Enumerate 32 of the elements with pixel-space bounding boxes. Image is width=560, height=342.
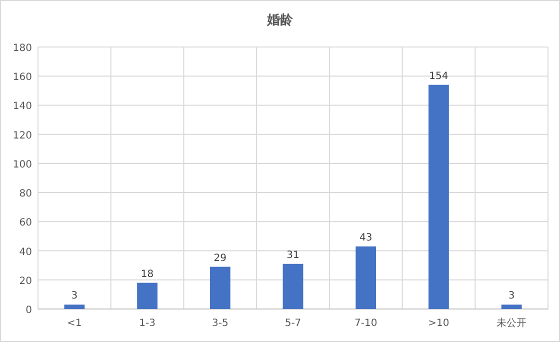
chart-title: 婚龄 bbox=[266, 13, 294, 28]
data-label: 31 bbox=[286, 250, 300, 261]
data-label: 154 bbox=[429, 70, 448, 82]
data-label: 43 bbox=[359, 232, 372, 244]
bar bbox=[210, 266, 230, 309]
bar bbox=[501, 304, 522, 309]
x-tick-label: 1-3 bbox=[139, 318, 156, 329]
data-label: 29 bbox=[214, 252, 227, 264]
y-tick-label: 160 bbox=[12, 72, 32, 84]
data-label: 18 bbox=[140, 268, 154, 280]
x-tick-label: 未公开 bbox=[496, 317, 527, 329]
y-tick-label: 180 bbox=[12, 43, 32, 54]
data-label: 3 bbox=[71, 290, 78, 302]
x-tick-label: 5-7 bbox=[284, 318, 302, 329]
y-tick-label: 100 bbox=[12, 159, 32, 170]
bar bbox=[64, 304, 85, 309]
x-tick-label: >10 bbox=[428, 318, 450, 329]
bar bbox=[356, 246, 376, 309]
x-tick-label: 3-5 bbox=[212, 318, 228, 329]
bar bbox=[282, 264, 304, 309]
y-tick-label: 120 bbox=[12, 130, 32, 142]
y-tick-label: 140 bbox=[12, 101, 32, 112]
bar bbox=[137, 282, 158, 309]
data-label: 3 bbox=[508, 290, 515, 302]
y-tick-label: 20 bbox=[19, 276, 32, 287]
x-tick-label: 7-10 bbox=[354, 318, 378, 329]
x-tick-label: <1 bbox=[67, 318, 82, 329]
y-tick-label: 60 bbox=[19, 218, 32, 229]
bar bbox=[428, 84, 449, 309]
y-tick-label: 0 bbox=[26, 305, 32, 316]
y-tick-label: 40 bbox=[19, 246, 32, 258]
y-tick-label: 80 bbox=[19, 188, 32, 200]
